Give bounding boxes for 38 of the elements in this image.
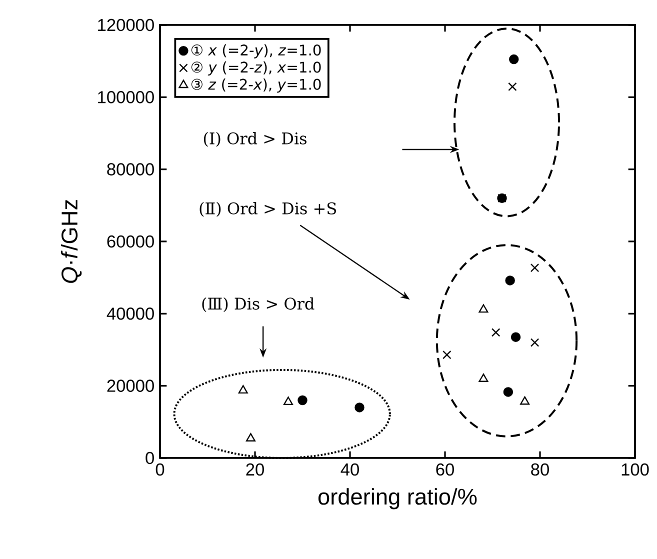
point	[520, 396, 530, 405]
point	[530, 263, 540, 272]
x-tick-label: 60	[436, 463, 454, 476]
point	[298, 395, 308, 406]
y-tick-label: 120000	[98, 18, 154, 32]
legend-label: ③ z (=2-x), y=1.0	[191, 78, 321, 93]
legend-label: ② y (=2-z), x=1.0	[191, 61, 321, 76]
y-tick-label: 20000	[107, 380, 154, 392]
y-tick-label: 0	[146, 452, 154, 464]
x-tick-label: 20	[246, 463, 264, 476]
point	[238, 385, 248, 394]
point	[283, 396, 294, 406]
y-tick-label: 60000	[107, 235, 154, 248]
x-tick-label: 0	[156, 463, 164, 476]
point	[478, 374, 488, 382]
point	[508, 82, 517, 92]
y-axis-title: Q·f/GHz	[60, 200, 82, 283]
y-tick-label: 100000	[98, 91, 154, 104]
x-axis-title: ordering ratio/%	[318, 488, 477, 510]
point	[491, 328, 500, 337]
x-tick-label: 100	[622, 463, 649, 476]
x-tick-label: 80	[531, 463, 549, 476]
point	[442, 350, 452, 360]
point	[510, 332, 521, 342]
point	[354, 402, 364, 412]
point	[509, 54, 519, 64]
point	[530, 338, 540, 347]
annotation: (Ⅲ) Dis > Ord	[202, 297, 314, 312]
point	[503, 387, 514, 397]
point	[246, 433, 256, 442]
point	[478, 304, 488, 313]
y-tick-label: 80000	[107, 163, 154, 176]
point	[505, 276, 515, 286]
annotation: (Ⅱ) Ord > Dis +S	[200, 202, 336, 217]
legend-label: ① x (=2-y), z=1.0	[191, 44, 321, 58]
y-tick-label: 40000	[106, 308, 154, 320]
x-tick-label: 40	[340, 463, 359, 476]
annotation: (Ⅰ) Ord > Dis	[204, 132, 306, 147]
